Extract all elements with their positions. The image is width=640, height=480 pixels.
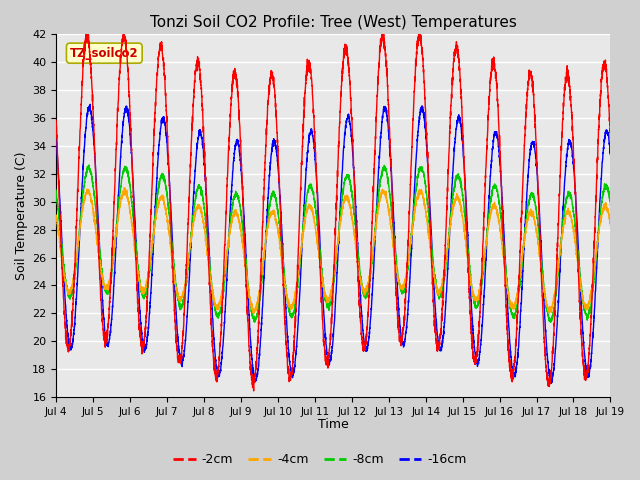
Title: Tonzi Soil CO2 Profile: Tree (West) Temperatures: Tonzi Soil CO2 Profile: Tree (West) Temp…: [150, 15, 516, 30]
Text: TZ_soilco2: TZ_soilco2: [70, 47, 139, 60]
Y-axis label: Soil Temperature (C): Soil Temperature (C): [15, 151, 28, 280]
Legend: -2cm, -4cm, -8cm, -16cm: -2cm, -4cm, -8cm, -16cm: [168, 448, 472, 471]
X-axis label: Time: Time: [318, 419, 349, 432]
